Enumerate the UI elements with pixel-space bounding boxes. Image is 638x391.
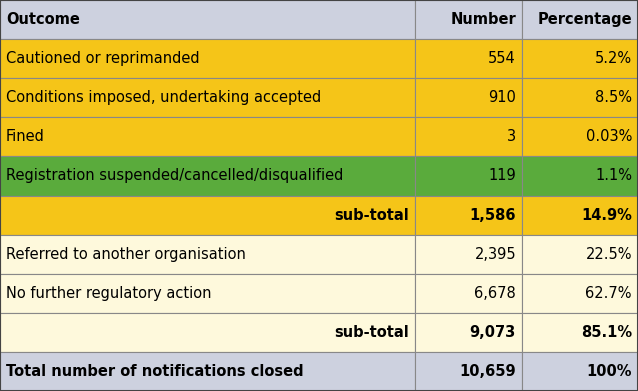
Text: 554: 554 [488,51,516,66]
Text: 62.7%: 62.7% [586,286,632,301]
Bar [415,156,522,196]
Text: 119: 119 [488,169,516,183]
Bar [522,117,638,156]
Bar [0,78,415,117]
Text: 1,586: 1,586 [470,208,516,222]
Text: Percentage: Percentage [537,12,632,27]
Bar [415,274,522,313]
Text: Registration suspended/cancelled/disqualified: Registration suspended/cancelled/disqual… [6,169,343,183]
Bar [522,352,638,391]
Text: 0.03%: 0.03% [586,129,632,144]
Bar [415,352,522,391]
Text: sub-total: sub-total [334,208,409,222]
Bar [522,156,638,196]
Text: 14.9%: 14.9% [581,208,632,222]
Text: Total number of notifications closed: Total number of notifications closed [6,364,304,379]
Bar [522,235,638,274]
Bar [522,39,638,78]
Text: 22.5%: 22.5% [586,247,632,262]
Bar [415,313,522,352]
Bar [0,0,415,39]
Bar [415,235,522,274]
Bar [415,196,522,235]
Text: Outcome: Outcome [6,12,80,27]
Text: 3: 3 [507,129,516,144]
Bar [415,0,522,39]
Text: Number: Number [450,12,516,27]
Bar [0,117,415,156]
Text: Cautioned or reprimanded: Cautioned or reprimanded [6,51,200,66]
Bar [0,156,415,196]
Bar [0,274,415,313]
Bar [522,78,638,117]
Text: 10,659: 10,659 [459,364,516,379]
Text: 910: 910 [488,90,516,105]
Bar [0,39,415,78]
Text: Fined: Fined [6,129,45,144]
Text: 1.1%: 1.1% [595,169,632,183]
Bar [415,78,522,117]
Bar [0,235,415,274]
Text: 2,395: 2,395 [475,247,516,262]
Bar [415,117,522,156]
Text: sub-total: sub-total [334,325,409,340]
Bar [522,274,638,313]
Bar [0,313,415,352]
Bar [522,313,638,352]
Text: 9,073: 9,073 [470,325,516,340]
Text: 85.1%: 85.1% [581,325,632,340]
Text: 5.2%: 5.2% [595,51,632,66]
Bar [522,196,638,235]
Text: No further regulatory action: No further regulatory action [6,286,212,301]
Bar [415,39,522,78]
Bar [0,352,415,391]
Text: Referred to another organisation: Referred to another organisation [6,247,246,262]
Text: 6,678: 6,678 [474,286,516,301]
Bar [522,0,638,39]
Text: Conditions imposed, undertaking accepted: Conditions imposed, undertaking accepted [6,90,322,105]
Bar [0,196,415,235]
Text: 100%: 100% [586,364,632,379]
Text: 8.5%: 8.5% [595,90,632,105]
